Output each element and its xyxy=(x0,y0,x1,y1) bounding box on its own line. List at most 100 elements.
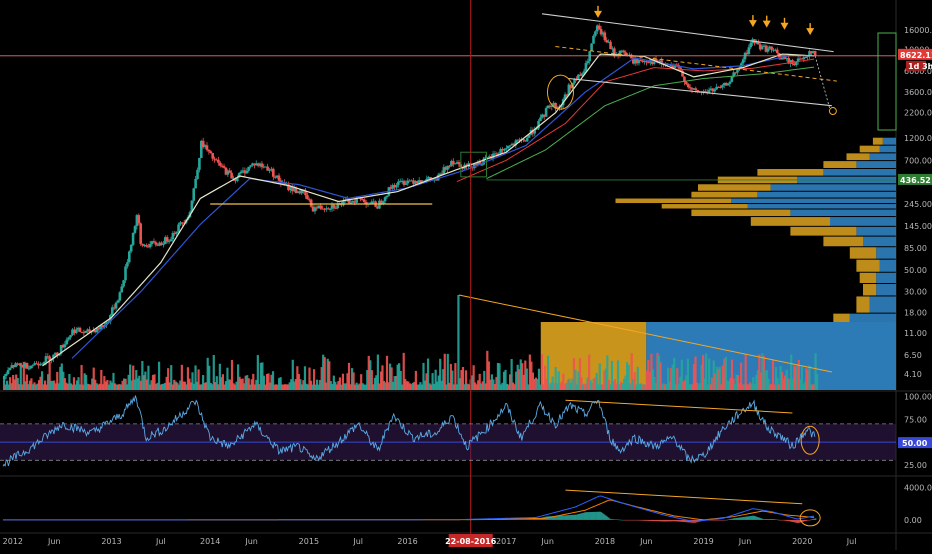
price-axis-tick: 6.50 xyxy=(904,351,922,360)
volume-bar xyxy=(788,378,791,390)
candle-body xyxy=(16,363,19,365)
macd-histogram-bar xyxy=(676,519,678,522)
volume-bar xyxy=(562,373,565,390)
volume-bar xyxy=(350,368,354,390)
volume-bar xyxy=(229,379,232,390)
candle-body xyxy=(721,85,724,88)
volume-bar xyxy=(540,354,544,390)
volume-bar xyxy=(42,384,45,390)
macd-histogram-bar xyxy=(643,519,645,521)
macd-histogram-bar xyxy=(567,515,569,520)
candle-body xyxy=(404,183,408,185)
candle-body xyxy=(319,205,322,209)
profile-bar-value-area xyxy=(750,217,830,226)
macd-histogram-bar xyxy=(510,519,513,520)
candle-body xyxy=(703,91,707,93)
macd-histogram-bar xyxy=(742,517,745,520)
price-pane[interactable] xyxy=(2,23,817,383)
candle-body xyxy=(586,61,590,64)
volume-bar xyxy=(472,365,475,390)
rsi-highlight-circle xyxy=(800,425,820,455)
volume-bar xyxy=(195,381,199,390)
volume-bar xyxy=(95,383,98,390)
volume-bar xyxy=(793,365,796,390)
volume-bar xyxy=(258,384,261,390)
macd-histogram-bar xyxy=(606,516,608,520)
volume-bar xyxy=(223,384,226,390)
candle-body xyxy=(804,57,807,59)
volume-bar xyxy=(665,384,668,390)
macd-histogram-bar xyxy=(511,519,514,520)
volume-bar xyxy=(609,384,612,390)
profile-bar-value-area xyxy=(698,184,771,191)
volume-bar xyxy=(294,379,297,390)
macd-histogram-bar xyxy=(604,514,606,520)
macd-histogram-bar xyxy=(731,518,734,520)
volume-bar xyxy=(668,381,671,390)
volume-bar xyxy=(358,383,361,390)
macd-histogram-bar xyxy=(760,518,762,520)
candle-body xyxy=(46,356,50,358)
macd-histogram-bar xyxy=(662,519,664,522)
candle-body xyxy=(107,321,110,323)
volume-bar xyxy=(475,384,478,390)
volume-bar xyxy=(393,376,396,390)
volume-bar xyxy=(619,381,623,390)
macd-histogram-bar xyxy=(715,519,717,521)
candle-body xyxy=(559,105,563,108)
volume-bar xyxy=(161,384,164,390)
candle-body xyxy=(618,50,622,56)
volume-bar xyxy=(785,369,788,390)
candle-body xyxy=(6,370,10,375)
macd-histogram-bar xyxy=(579,513,581,520)
candle-body xyxy=(63,344,67,348)
volume-bar xyxy=(674,384,677,390)
candle-body xyxy=(398,181,402,183)
candle-body xyxy=(486,157,489,159)
macd-histogram-bar xyxy=(502,519,504,520)
macd-histogram-bar xyxy=(653,519,656,522)
volume-bar xyxy=(604,368,607,390)
volume-bar xyxy=(498,363,501,390)
macd-histogram-bar xyxy=(618,519,620,521)
volume-bar xyxy=(618,384,621,390)
macd-histogram-bar xyxy=(583,512,586,520)
candle-body xyxy=(167,241,171,243)
candle-body xyxy=(508,145,512,147)
candle-body xyxy=(410,180,413,182)
candle-body xyxy=(455,162,459,164)
profile-bar-value-area xyxy=(872,137,883,145)
volume-bar xyxy=(445,384,448,390)
volume-bar xyxy=(553,382,556,390)
macd-histogram-bar xyxy=(665,519,668,522)
macd-histogram-bar xyxy=(592,511,594,520)
volume-bar xyxy=(519,359,522,390)
last-price-label: 8622.11 xyxy=(900,51,932,60)
volume-bar xyxy=(580,377,583,390)
time-axis-tick: Jun xyxy=(47,537,61,546)
macd-histogram-bar xyxy=(637,519,639,521)
time-axis-tick: Jun xyxy=(738,537,752,546)
volume-bar xyxy=(689,384,693,390)
macd-histogram-bar xyxy=(663,519,665,522)
volume-bar xyxy=(413,381,416,390)
candle-body xyxy=(292,187,296,192)
candle-body xyxy=(95,328,99,333)
candle-body xyxy=(673,64,677,68)
volume-bar xyxy=(12,374,15,390)
volume-bar xyxy=(353,384,357,390)
macd-histogram-bar xyxy=(723,519,726,521)
macd-histogram-bar xyxy=(813,518,816,520)
candle-body xyxy=(154,242,158,245)
volume-bar xyxy=(581,384,585,390)
macd-histogram-bar xyxy=(767,519,770,520)
volume-bar xyxy=(613,379,617,390)
volume-bar xyxy=(616,360,620,390)
candle-body xyxy=(552,102,556,106)
volume-bar xyxy=(244,375,247,390)
macd-histogram-bar xyxy=(552,516,554,520)
candle-body xyxy=(65,339,69,345)
